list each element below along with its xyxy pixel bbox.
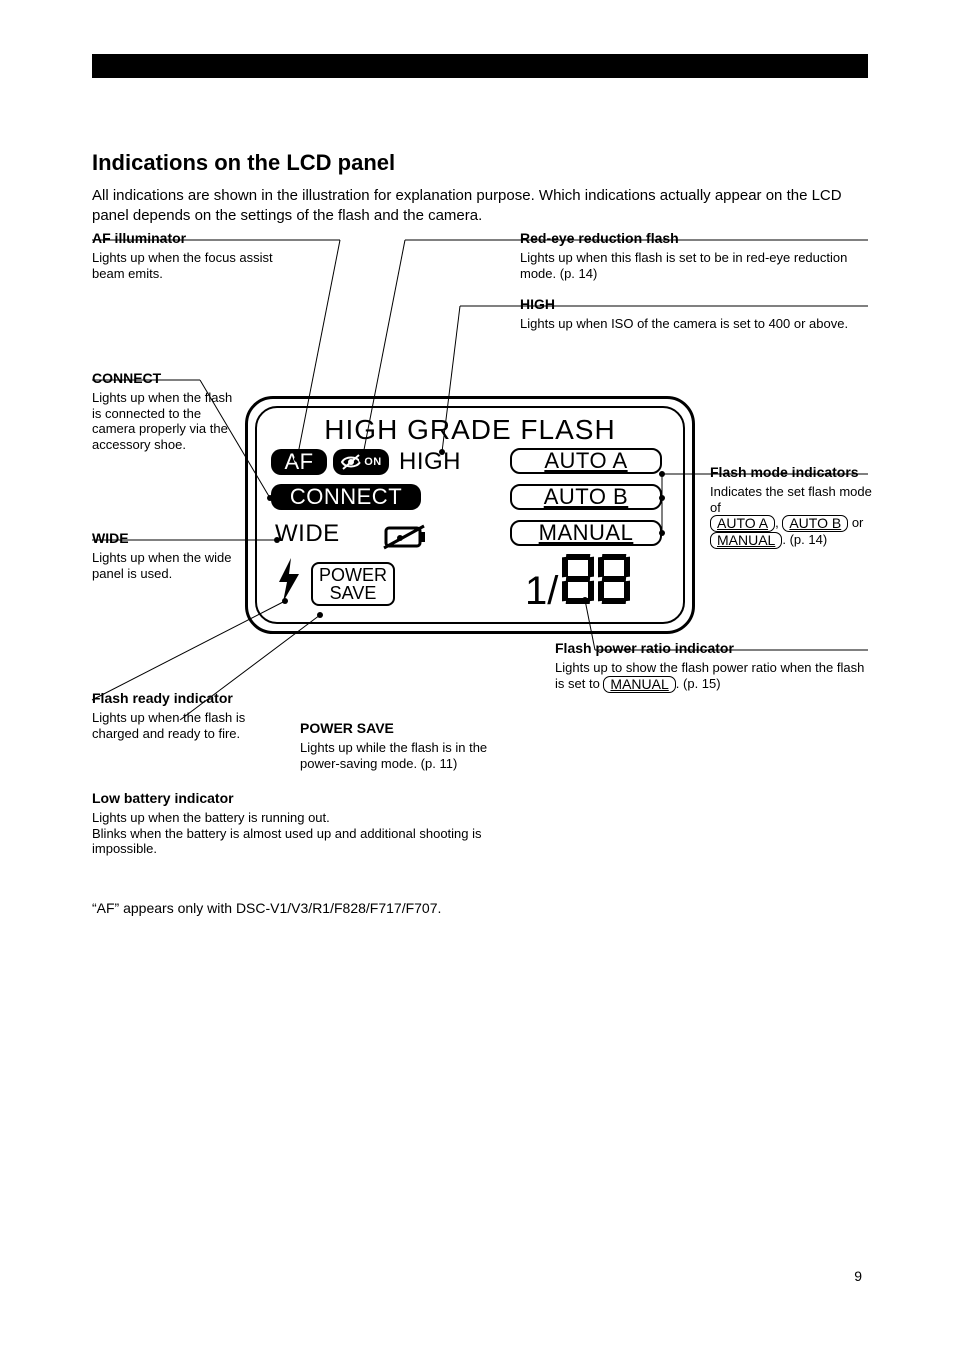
section-intro: All indications are shown in the illustr… [92, 186, 868, 227]
label-mode: Flash mode indicators [710, 464, 859, 481]
seg-digit-1 [562, 554, 594, 604]
eye-icon [340, 453, 362, 471]
label-connect: CONNECT [92, 370, 161, 387]
label-redeye: Red-eye reduction flash [520, 230, 679, 247]
label-ready-body: Lights up when the flash is charged and … [92, 710, 292, 741]
page-number: 9 [854, 1268, 862, 1285]
label-wide-body: Lights up when the wide panel is used. [92, 550, 237, 581]
power-save-indicator: POWER SAVE [311, 562, 395, 606]
label-high-body: Lights up when ISO of the camera is set … [520, 316, 868, 332]
header-rule [92, 54, 868, 78]
seg-digit-2 [598, 554, 630, 604]
label-powersave-body: Lights up while the flash is in the powe… [300, 740, 510, 771]
label-redeye-body: Lights up when this flash is set to be i… [520, 250, 868, 281]
lcd-row-1: AF ON HIGH [271, 448, 461, 476]
auto-a-indicator: AUTO A [510, 448, 662, 474]
battery-icon [380, 522, 430, 552]
page: Indications on the LCD panel All indicat… [0, 0, 954, 1345]
label-af-body: Lights up when the focus assist beam emi… [92, 250, 292, 281]
af-indicator: AF [271, 449, 327, 475]
lcd-title: HIGH GRADE FLASH [245, 414, 695, 446]
label-ratio-body: Lights up to show the flash power ratio … [555, 660, 870, 693]
wide-indicator: WIDE [275, 520, 340, 548]
label-mode-body: Indicates the set flash mode of AUTO A, … [710, 484, 875, 549]
label-lowbatt: Low battery indicator [92, 790, 234, 807]
auto-b-indicator: AUTO B [510, 484, 662, 510]
section-heading: Indications on the LCD panel [92, 150, 395, 176]
label-connect-body: Lights up when the flash is connected to… [92, 390, 242, 452]
label-high: HIGH [520, 296, 555, 313]
flash-power-ratio: 1/ [525, 554, 630, 614]
redeye-indicator: ON [333, 449, 389, 475]
flash-ready-icon [275, 558, 303, 602]
high-indicator: HIGH [399, 448, 461, 476]
label-lowbatt-body: Lights up when the battery is running ou… [92, 810, 492, 857]
label-ratio: Flash power ratio indicator [555, 640, 734, 657]
label-wide: WIDE [92, 530, 129, 547]
label-ready: Flash ready indicator [92, 690, 233, 707]
lcd-panel: HIGH GRADE FLASH AF ON HIGH AUTO A CONNE… [245, 396, 695, 634]
manual-indicator: MANUAL [510, 520, 662, 546]
connect-indicator: CONNECT [271, 484, 421, 510]
label-af: AF illuminator [92, 230, 186, 247]
remark: “AF” appears only with DSC-V1/V3/R1/F828… [92, 900, 868, 917]
label-powersave: POWER SAVE [300, 720, 394, 737]
